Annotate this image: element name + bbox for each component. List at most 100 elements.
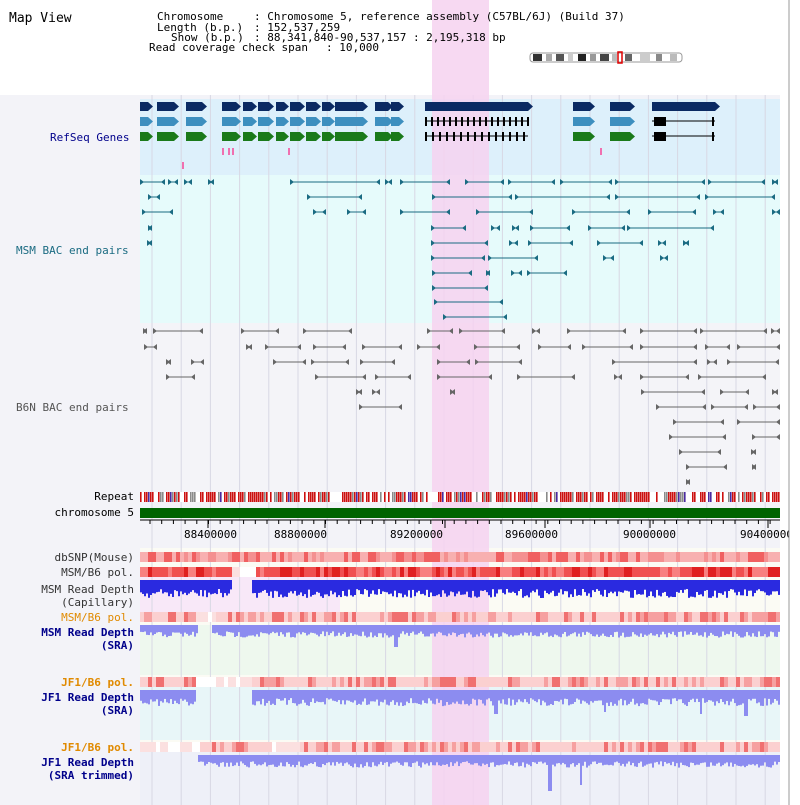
track-label-jf1-b6-pol-1[interactable]: JF1/B6 pol. [61, 676, 134, 689]
gene-strand-arrow [269, 102, 274, 111]
jf1-b6-pol2-cell [764, 742, 768, 752]
chromosome-ideogram[interactable] [529, 51, 683, 64]
msm-capillary-depth-bar [748, 580, 750, 591]
b6n-bac-pair-end [700, 328, 704, 334]
dbsnp-cell [756, 552, 760, 562]
dbsnp-cell [512, 552, 516, 562]
msm-capillary-depth-bar [254, 580, 256, 593]
track-label-repeat[interactable]: Repeat [94, 490, 134, 503]
track-label-b6n-bac[interactable]: B6N BAC end pairs [16, 401, 129, 414]
jf1-sra-depth-bar [312, 690, 314, 699]
jf1-b6-pol-cell [608, 677, 612, 687]
msm-bac-pair-end [529, 209, 533, 215]
jf1-b6-pol-cell [520, 677, 524, 687]
msm-capillary-depth-bar [358, 580, 360, 591]
msm-capillary-depth-bar [470, 580, 472, 598]
repeat-element [238, 492, 240, 502]
msm-capillary-depth-bar [354, 580, 356, 596]
jf1-sra-depth-bar [664, 690, 666, 700]
msm-capillary-depth-bar [174, 580, 176, 591]
b6n-bac-pair-end [359, 404, 363, 410]
msm-sra-depth-bar [678, 625, 680, 632]
repeat-element [500, 492, 502, 502]
b6n-bac-track[interactable] [143, 328, 780, 485]
jf1-b6-pol2-cell [348, 742, 352, 752]
track-label-msm-b6-pol-2[interactable]: MSM/B6 pol. [61, 611, 134, 624]
gene-exon [425, 132, 427, 141]
msm-b6-pol2-cell [436, 612, 440, 622]
dbsnp-cell [528, 552, 532, 562]
track-label-dbsnp[interactable]: dbSNP(Mouse) [55, 551, 134, 564]
jf1-trimmed-depth-bar [360, 755, 362, 765]
gene-block [335, 102, 363, 111]
msm-bac-pair-end [563, 270, 567, 276]
msm-sra-depth-bar [508, 625, 510, 637]
msm-capillary-depth-bar [722, 580, 724, 595]
jf1-b6-pol2-cell [336, 742, 340, 752]
repeat-element [160, 492, 162, 502]
dbsnp-cell [284, 552, 288, 562]
track-label-msm-depth-capillary[interactable]: MSM Read Depth [41, 583, 134, 596]
dbsnp-cell [736, 552, 740, 562]
chromosome-bar[interactable] [140, 508, 780, 518]
read-depth-histograms[interactable] [140, 580, 780, 791]
track-label-msm-b6-pol-1[interactable]: MSM/B6 pol. [61, 566, 134, 579]
jf1-sra-depth-bar [388, 690, 390, 706]
msm-sra-depth-bar [688, 625, 690, 635]
msm-sra-depth-bar [754, 625, 756, 637]
msm-b6-pol-cell [436, 567, 440, 577]
msm-sra-depth-bar [350, 625, 352, 634]
jf1-sra-depth-bar [290, 690, 292, 699]
msm-bac-track[interactable] [140, 179, 780, 320]
jf1-b6-pol-cell [724, 677, 728, 687]
msm-capillary-depth-bar [616, 580, 618, 597]
jf1-b6-pol-cell [164, 677, 168, 687]
msm-b6-pol-cell [348, 567, 352, 577]
track-label-msm-bac[interactable]: MSM BAC end pairs [16, 244, 129, 257]
gene-block [610, 132, 630, 141]
track-label-jf1-depth-trimmed[interactable]: JF1 Read Depth [41, 756, 134, 769]
msm-b6-pol2-cell [404, 612, 408, 622]
repeat-element [752, 492, 754, 502]
track-label-chromosome[interactable]: chromosome 5 [55, 506, 134, 519]
msm-sra-depth-bar [630, 625, 632, 637]
track-label-jf1-b6-pol-2[interactable]: JF1/B6 pol. [61, 741, 134, 754]
jf1-b6-pol2-cell [720, 742, 724, 752]
msm-sra-depth-bar [366, 625, 368, 638]
msm-bac-pair-end [484, 240, 488, 246]
msm-sra-depth-bar [640, 625, 642, 634]
msm-sra-depth-bar [586, 625, 588, 632]
polymorphism-strips[interactable] [140, 552, 780, 752]
msm-sra-depth-bar [658, 625, 660, 638]
jf1-b6-pol2-cell [600, 742, 604, 752]
track-label-msm-depth-sra[interactable]: MSM Read Depth [41, 626, 134, 639]
jf1-sra-depth-bar [532, 690, 534, 700]
msm-b6-pol2-cell [532, 612, 536, 622]
track-label-jf1-depth-sra[interactable]: JF1 Read Depth [41, 691, 134, 704]
jf1-sra-depth-bar [644, 690, 646, 705]
msm-capillary-depth-bar [486, 580, 488, 593]
msm-sra-depth-bar [224, 625, 226, 637]
jf1-sra-depth-bar [372, 690, 374, 702]
repeat-element [624, 492, 626, 502]
repeat-element [310, 492, 312, 502]
repeat-element [402, 492, 404, 502]
repeat-track[interactable] [140, 492, 780, 502]
msm-b6-pol-cell [332, 567, 336, 577]
jf1-sra-depth-bar [624, 690, 626, 701]
jf1-b6-pol-cell [180, 677, 184, 687]
msm-capillary-depth-bar [336, 580, 338, 598]
jf1-sra-depth-bar [626, 690, 628, 706]
jf1-b6-pol-cell [516, 677, 520, 687]
jf1-b6-pol-cell [504, 677, 508, 687]
msm-capillary-depth-bar [610, 580, 612, 592]
track-label-refseq[interactable]: RefSeq Genes [50, 131, 129, 144]
refseq-genes-track[interactable] [140, 102, 720, 169]
dbsnp-cell [700, 552, 704, 562]
repeat-element [760, 492, 762, 502]
jf1-b6-pol2-cell [628, 742, 632, 752]
msm-sra-depth-bar [726, 625, 728, 634]
dbsnp-cell [732, 552, 736, 562]
msm-capillary-depth-bar [668, 580, 670, 598]
b6n-bac-pair-end [641, 389, 645, 395]
